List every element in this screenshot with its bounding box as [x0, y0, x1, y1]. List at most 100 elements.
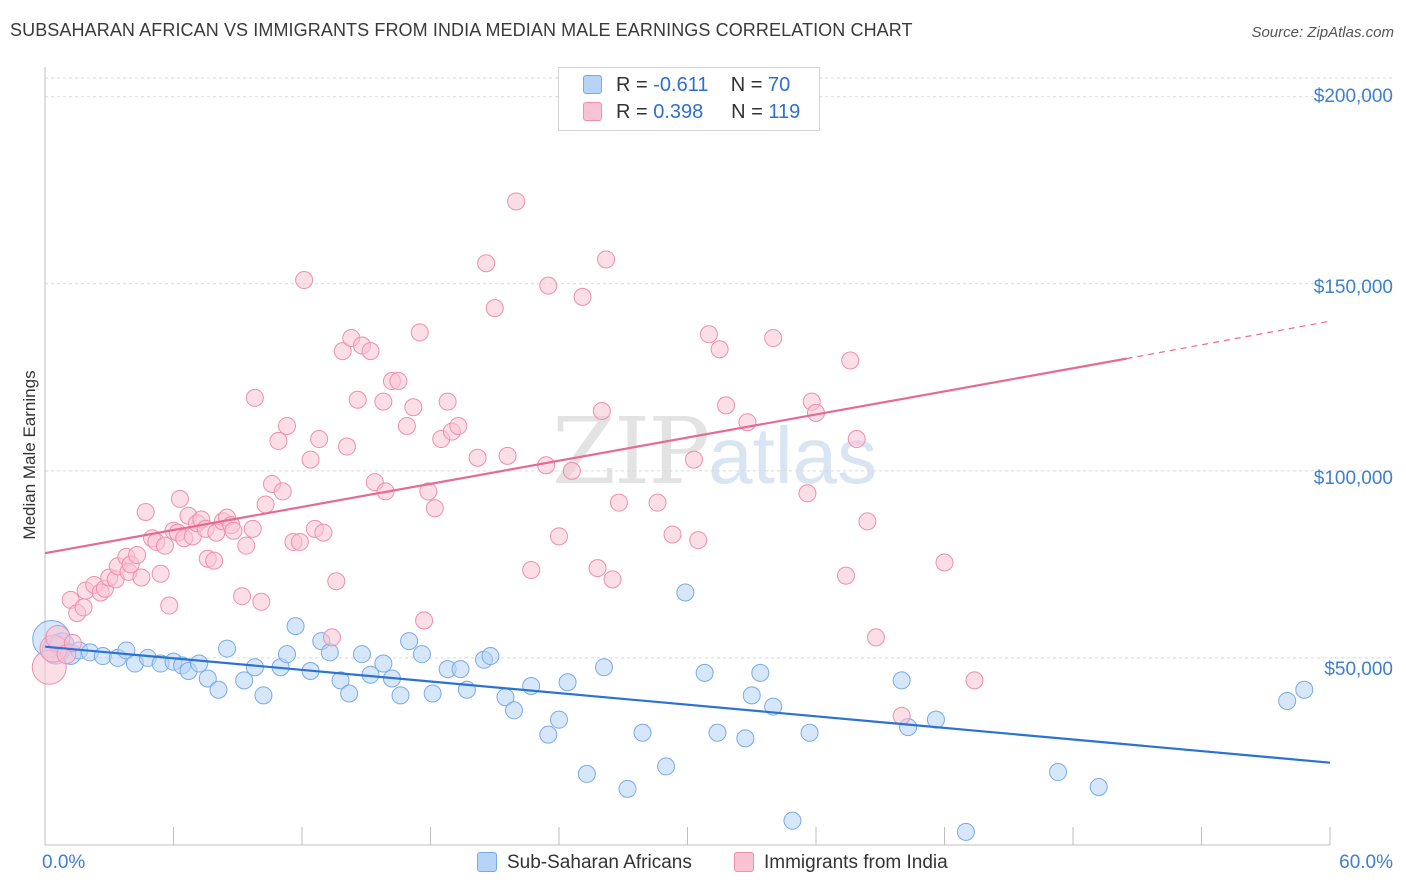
- data-point-sub-saharan: [956, 822, 975, 841]
- data-point-sub-saharan: [190, 654, 209, 673]
- data-point-india: [438, 392, 457, 411]
- data-point-india: [237, 536, 256, 555]
- data-point-india: [74, 598, 93, 617]
- y-tick-label: $100,000: [1313, 468, 1393, 489]
- data-point-sub-saharan: [352, 645, 371, 664]
- data-point-sub-saharan: [423, 684, 442, 703]
- legend-r-label: R =: [616, 74, 648, 96]
- data-point-india: [507, 192, 526, 211]
- data-point-india: [573, 287, 592, 306]
- legend-r-label: R =: [616, 101, 648, 123]
- data-point-india: [562, 461, 581, 480]
- data-point-india: [132, 568, 151, 587]
- data-point-india: [699, 325, 718, 344]
- data-point-india: [128, 546, 147, 565]
- legend-n-value: 70: [767, 74, 791, 96]
- chart-title: SUBSAHARAN AFRICAN VS IMMIGRANTS FROM IN…: [10, 20, 913, 40]
- data-point-india: [892, 706, 911, 725]
- data-point-india: [252, 592, 271, 611]
- data-point-india: [836, 566, 855, 585]
- legend-swatch-pink: [583, 102, 602, 121]
- data-point-sub-saharan: [577, 764, 596, 783]
- data-point-india: [205, 551, 224, 570]
- legend-row-pink: R = 0.398 N = 119: [583, 101, 800, 127]
- data-point-india: [684, 450, 703, 469]
- data-point-sub-saharan: [400, 632, 419, 651]
- data-point-sub-saharan: [550, 710, 568, 729]
- legend-n-label: N =: [730, 74, 763, 96]
- data-point-sub-saharan: [286, 617, 305, 636]
- data-point-sub-saharan: [209, 680, 228, 699]
- data-point-india: [592, 401, 611, 420]
- data-point-india: [155, 536, 174, 555]
- data-point-india: [63, 633, 82, 652]
- data-point-india: [170, 489, 189, 508]
- data-point-sub-saharan: [320, 643, 339, 662]
- legend-item-sub-saharan[interactable]: Sub-Saharan Africans: [477, 852, 692, 874]
- data-point-sub-saharan: [1049, 763, 1068, 782]
- data-point-sub-saharan: [93, 647, 112, 666]
- data-point-india: [550, 527, 568, 546]
- data-point-sub-saharan: [1278, 691, 1297, 710]
- data-point-india: [322, 628, 341, 647]
- legend-swatch-blue: [477, 852, 497, 872]
- data-point-india: [256, 495, 275, 514]
- data-point-india: [136, 503, 155, 522]
- legend-item-india[interactable]: Immigrants from India: [734, 852, 948, 874]
- data-point-sub-saharan: [481, 647, 500, 666]
- data-point-india: [498, 446, 517, 465]
- data-point-india: [449, 416, 468, 435]
- data-point-sub-saharan: [254, 686, 273, 705]
- series-legend: Sub-Saharan Africans Immigrants from Ind…: [0, 852, 1406, 878]
- legend-item-label: Immigrants from India: [764, 852, 948, 873]
- legend-n-value: 119: [768, 101, 801, 123]
- legend-row-blue: R = -0.611 N = 70: [583, 74, 790, 100]
- data-point-sub-saharan: [340, 684, 359, 703]
- data-point-india: [858, 512, 877, 531]
- data-point-india: [609, 493, 628, 512]
- data-point-sub-saharan: [736, 729, 755, 748]
- y-tick-label: $150,000: [1313, 277, 1393, 298]
- data-point-sub-saharan: [783, 811, 802, 830]
- data-point-sub-saharan: [695, 663, 714, 682]
- data-point-india: [361, 342, 380, 361]
- legend-r-value: 0.398: [653, 101, 704, 123]
- data-point-sub-saharan: [331, 671, 350, 690]
- data-point-sub-saharan: [198, 669, 217, 688]
- data-point-sub-saharan: [505, 701, 524, 720]
- data-point-india: [841, 351, 860, 370]
- data-point-india: [243, 519, 262, 538]
- data-point-india: [689, 531, 708, 550]
- legend-swatch-blue: [583, 75, 602, 94]
- data-point-india: [468, 448, 487, 467]
- data-point-sub-saharan: [618, 779, 637, 798]
- data-point-india: [337, 437, 356, 456]
- data-point-india: [160, 596, 179, 615]
- y-tick-label: $50,000: [1324, 659, 1393, 680]
- data-point-india: [522, 561, 541, 580]
- data-point-sub-saharan: [708, 723, 727, 742]
- data-point-india: [935, 553, 954, 572]
- x-tick-label-min: 0.0%: [42, 852, 86, 873]
- data-point-india: [348, 390, 367, 409]
- data-point-india: [404, 398, 423, 417]
- trend-line-india: [44, 357, 1127, 555]
- data-point-india: [295, 271, 314, 290]
- data-point-india: [327, 572, 346, 591]
- data-point-india: [374, 392, 393, 411]
- data-point-india: [245, 388, 264, 407]
- data-point-sub-saharan: [742, 686, 761, 705]
- data-point-india: [301, 450, 320, 469]
- legend-n-label: N =: [731, 101, 763, 123]
- data-point-india: [273, 482, 292, 501]
- legend-r-value: -0.611: [653, 74, 709, 96]
- data-point-sub-saharan: [1089, 778, 1108, 797]
- data-point-sub-saharan: [657, 757, 676, 776]
- data-point-india: [710, 340, 729, 359]
- data-point-sub-saharan: [374, 654, 393, 673]
- data-point-sub-saharan: [751, 663, 770, 682]
- data-point-sub-saharan: [451, 660, 470, 679]
- data-point-india: [389, 372, 408, 391]
- data-point-sub-saharan: [539, 725, 558, 744]
